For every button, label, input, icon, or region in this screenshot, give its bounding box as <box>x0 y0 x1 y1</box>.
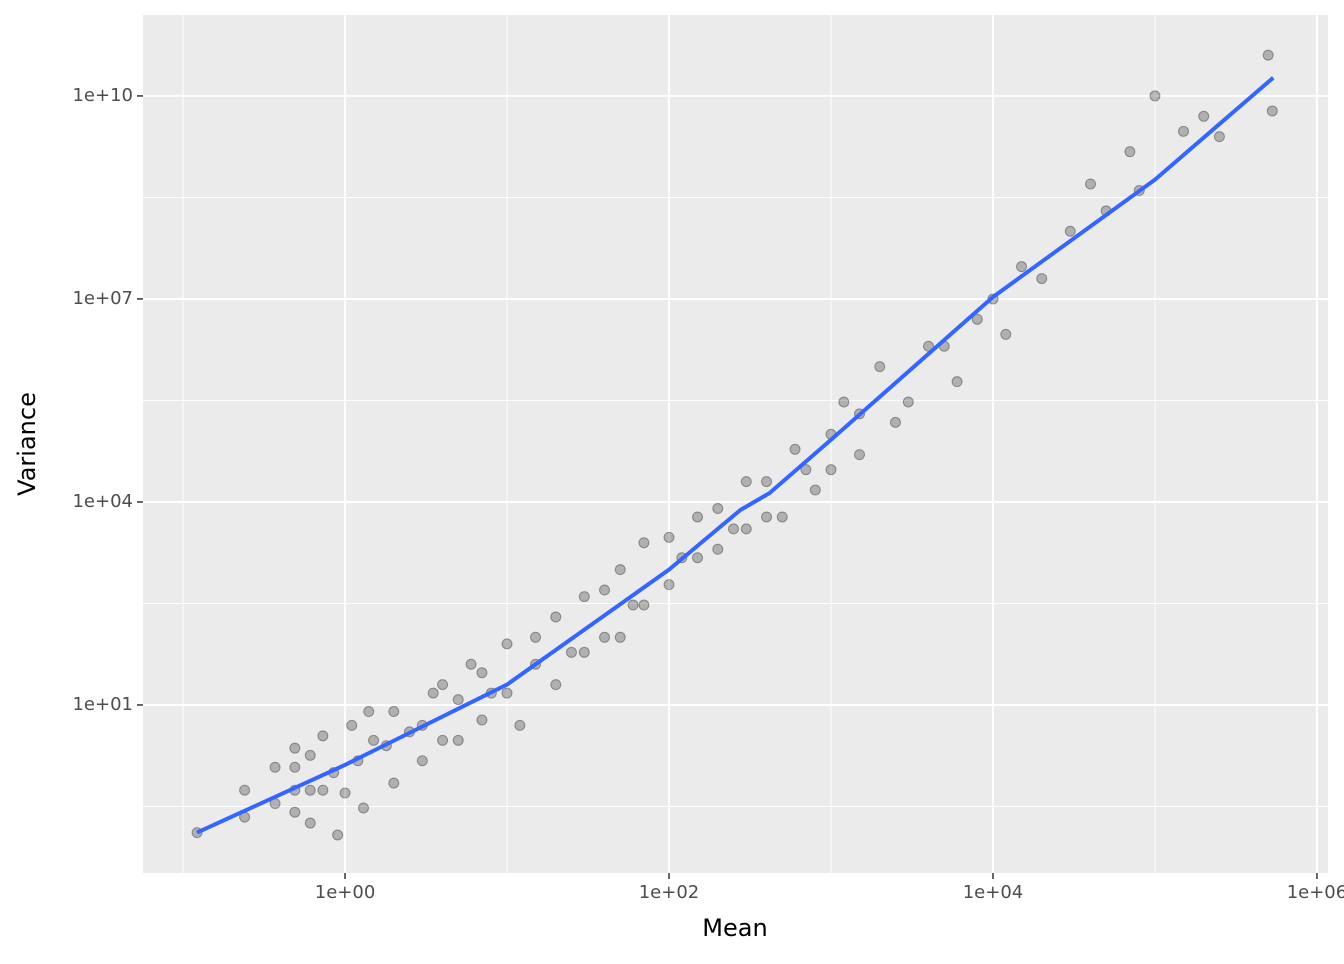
point <box>339 787 351 799</box>
point <box>269 761 281 773</box>
point <box>388 706 400 718</box>
point <box>501 687 513 699</box>
point <box>437 734 449 746</box>
point <box>1016 261 1028 273</box>
point <box>550 679 562 691</box>
point <box>416 755 428 767</box>
point <box>1177 125 1189 137</box>
point <box>289 806 301 818</box>
point <box>692 552 704 564</box>
x-tick-label: 1e+00 <box>315 882 376 903</box>
point <box>578 591 590 603</box>
y-tick-label: 1e+01 <box>72 694 133 715</box>
y-tick-label: 1e+10 <box>72 85 133 106</box>
point <box>663 531 675 543</box>
y-tick-label: 1e+07 <box>72 288 133 309</box>
point <box>614 564 626 576</box>
point <box>874 361 886 373</box>
point <box>740 523 752 535</box>
plot-area <box>191 49 1278 841</box>
point <box>565 646 577 658</box>
point <box>1198 110 1210 122</box>
point <box>452 694 464 706</box>
point <box>317 730 329 742</box>
point <box>825 464 837 476</box>
point <box>289 761 301 773</box>
point <box>727 523 739 535</box>
point <box>800 464 812 476</box>
point <box>1085 178 1097 190</box>
point <box>514 719 526 731</box>
point <box>971 313 983 325</box>
point <box>627 599 639 611</box>
point <box>1124 146 1136 158</box>
point <box>740 476 752 488</box>
x-tick-label: 1e+02 <box>639 882 700 903</box>
grid <box>143 15 1328 873</box>
point <box>476 714 488 726</box>
point <box>346 719 358 731</box>
x-tick-label: 1e+04 <box>963 882 1024 903</box>
point <box>388 777 400 789</box>
point <box>692 511 704 523</box>
point <box>363 706 375 718</box>
point <box>304 749 316 761</box>
point <box>776 511 788 523</box>
point <box>1213 131 1225 143</box>
point <box>501 638 513 650</box>
point <box>638 599 650 611</box>
point <box>1000 328 1012 340</box>
point <box>854 449 866 461</box>
point <box>1262 49 1274 61</box>
point <box>1266 105 1278 117</box>
point <box>304 817 316 829</box>
point <box>304 784 316 796</box>
point <box>437 679 449 691</box>
point <box>465 658 477 670</box>
point <box>809 484 821 496</box>
point <box>838 396 850 408</box>
point <box>530 631 542 643</box>
point <box>452 734 464 746</box>
y-axis-title: Variance <box>13 392 41 496</box>
point <box>550 611 562 623</box>
point <box>357 802 369 814</box>
point <box>578 646 590 658</box>
point <box>712 543 724 555</box>
point <box>761 511 773 523</box>
point <box>712 503 724 515</box>
point <box>239 784 251 796</box>
x-tick-label: 1e+06 <box>1287 882 1344 903</box>
point <box>889 416 901 428</box>
x-axis-title: Mean <box>702 914 767 942</box>
point <box>789 443 801 455</box>
point <box>317 784 329 796</box>
y-tick-label: 1e+04 <box>72 491 133 512</box>
point <box>599 584 611 596</box>
point <box>761 476 773 488</box>
point <box>368 734 380 746</box>
smooth-line <box>196 76 1275 835</box>
point <box>614 631 626 643</box>
point <box>902 396 914 408</box>
panel <box>143 15 1328 873</box>
point <box>332 829 344 841</box>
point <box>289 742 301 754</box>
point <box>1149 90 1161 102</box>
point <box>427 687 439 699</box>
point <box>476 667 488 679</box>
point <box>638 537 650 549</box>
point <box>1036 273 1048 285</box>
point <box>951 376 963 388</box>
point <box>1064 225 1076 237</box>
point <box>599 631 611 643</box>
point <box>663 579 675 591</box>
